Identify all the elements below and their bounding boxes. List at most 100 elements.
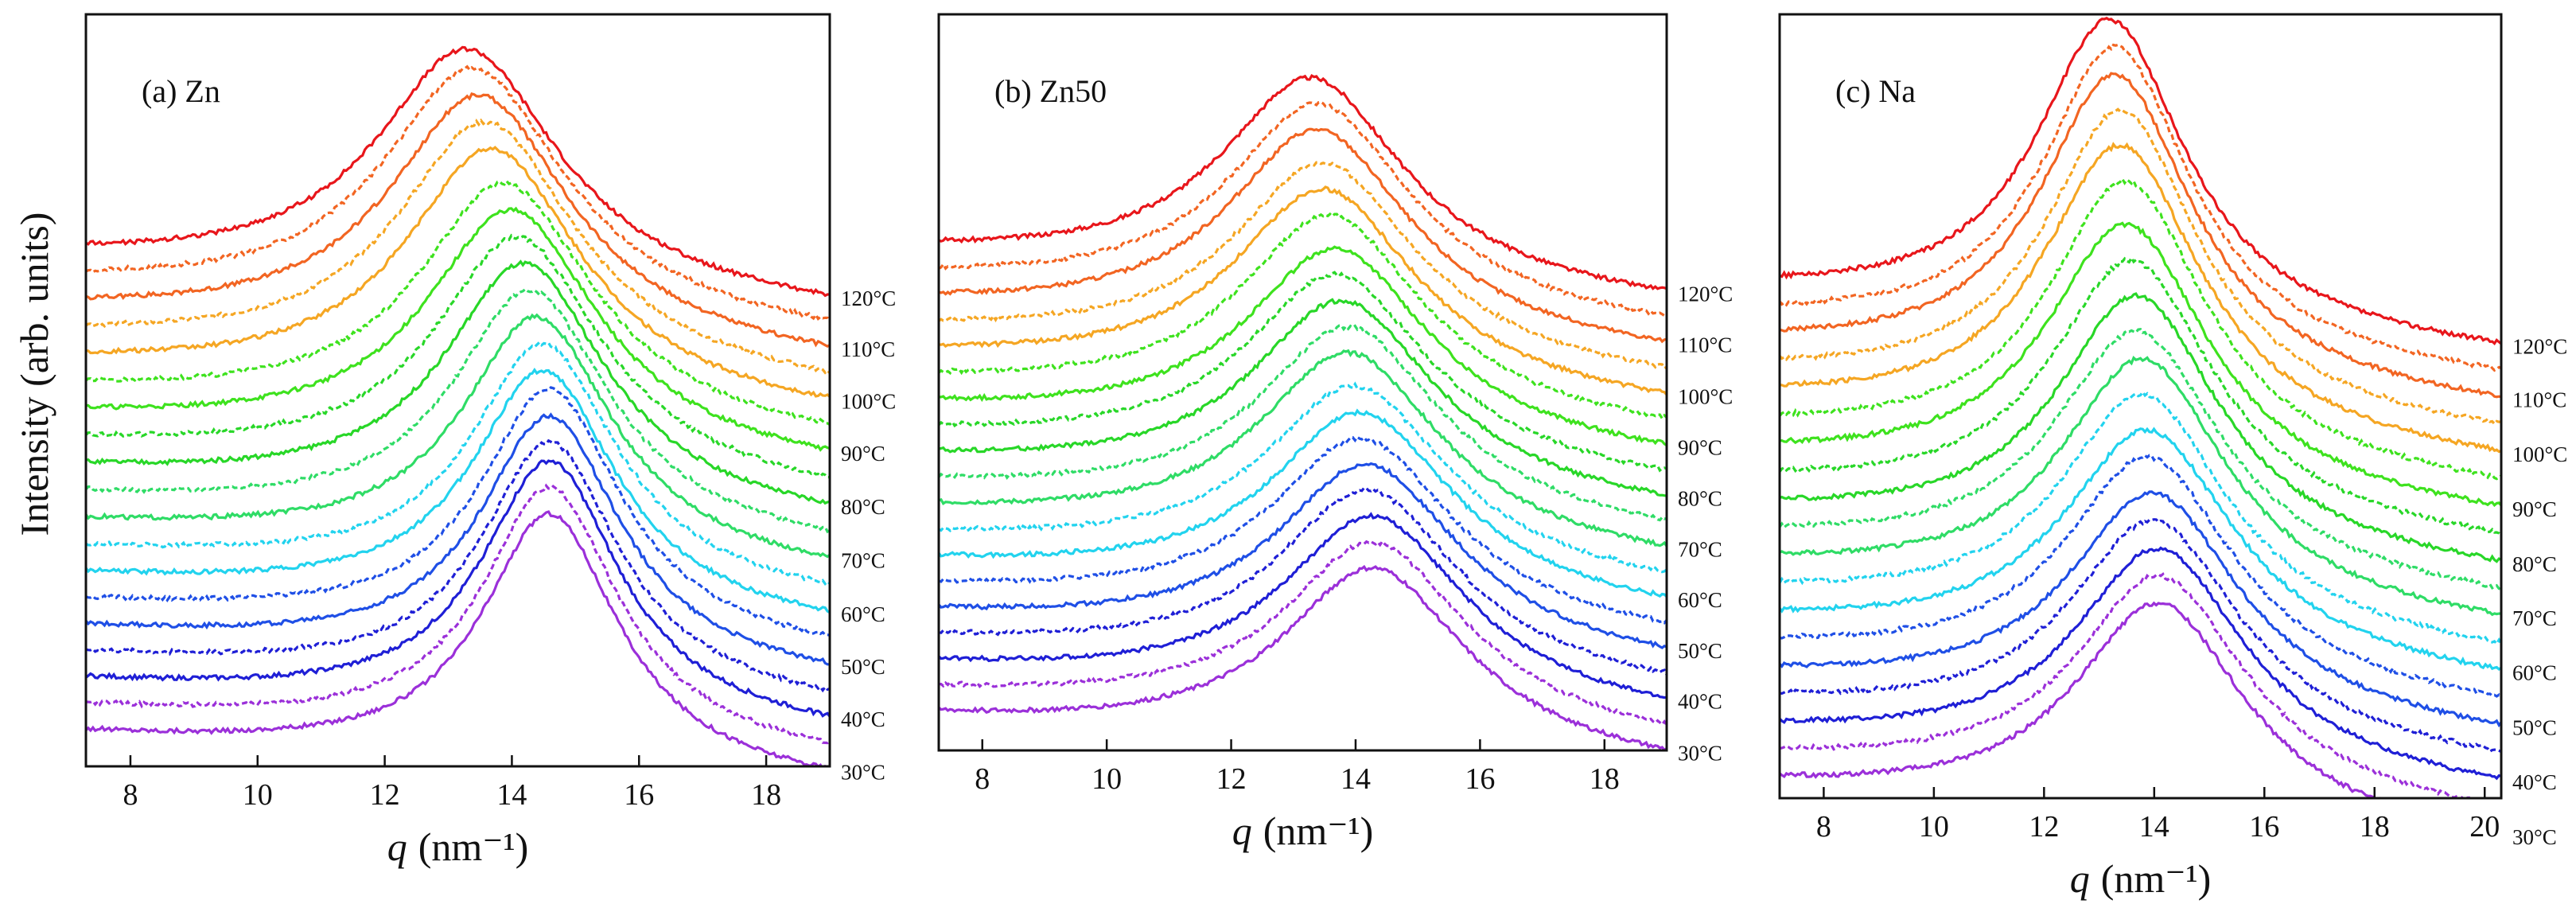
series-115C bbox=[86, 64, 830, 323]
series-55C bbox=[939, 434, 1667, 625]
series-115C bbox=[939, 100, 1667, 318]
panel-title: (a) Zn bbox=[142, 73, 220, 109]
temperature-label: 100°C bbox=[841, 389, 896, 413]
series-120C bbox=[86, 45, 830, 298]
series-105C bbox=[1780, 107, 2501, 427]
x-axis-label: q (nm⁻¹) bbox=[2070, 856, 2212, 901]
series-75C bbox=[1780, 327, 2501, 590]
series-50C bbox=[86, 412, 830, 666]
x-tick-label: 8 bbox=[1816, 810, 1831, 844]
series-45C bbox=[86, 438, 830, 693]
series-30C bbox=[939, 564, 1667, 750]
x-tick-label: 10 bbox=[1919, 810, 1949, 844]
temperature-label: 50°C bbox=[841, 655, 885, 679]
series-80C bbox=[939, 298, 1667, 497]
panel-title: (c) Na bbox=[1835, 73, 1916, 109]
series-85C bbox=[86, 233, 830, 479]
temperature-label: 50°C bbox=[1678, 639, 1722, 663]
curves bbox=[86, 45, 830, 766]
series-30C bbox=[1780, 601, 2381, 798]
series-100C bbox=[1780, 142, 2501, 454]
x-tick-label: 12 bbox=[370, 778, 400, 812]
series-80C bbox=[86, 259, 830, 505]
x-tick-label: 14 bbox=[496, 778, 527, 812]
series-115C bbox=[1780, 43, 2501, 372]
y-axis-label: Intensity (arb. units) bbox=[12, 212, 56, 536]
curves bbox=[1780, 16, 2501, 798]
x-axis-symbol: q bbox=[2070, 856, 2090, 901]
x-tick-label: 12 bbox=[2029, 810, 2059, 844]
temperature-label: 80°C bbox=[1678, 486, 1722, 510]
panel-1: 8 10 12 14 16 18 (a) Zn 120°C 110°C 100°C 90°C 80°C… bbox=[84, 13, 896, 869]
series-70C bbox=[939, 349, 1667, 547]
series-40C bbox=[1780, 546, 2501, 781]
x-axis-symbol: q bbox=[387, 824, 407, 869]
series-85C bbox=[1780, 255, 2501, 536]
series-55C bbox=[1780, 454, 2501, 699]
series-65C bbox=[939, 381, 1667, 574]
temperature-label: 30°C bbox=[841, 761, 885, 785]
x-tick-label: 18 bbox=[1590, 762, 1620, 796]
series-35C bbox=[1780, 572, 2477, 798]
temperature-label: 70°C bbox=[2512, 606, 2557, 630]
x-tick-label: 20 bbox=[2469, 810, 2500, 844]
series-40C bbox=[86, 459, 830, 718]
x-axis-unit: (nm⁻¹) bbox=[2101, 856, 2212, 901]
x-tick-label: 18 bbox=[2360, 810, 2390, 844]
series-90C bbox=[939, 245, 1667, 446]
temperature-label: 100°C bbox=[2512, 442, 2567, 466]
panel-title: (b) Zn50 bbox=[994, 73, 1107, 109]
series-110C bbox=[1780, 72, 2501, 399]
x-axis-unit: (nm⁻¹) bbox=[418, 824, 529, 869]
temperature-label: 90°C bbox=[841, 442, 885, 466]
temperature-label: 60°C bbox=[841, 602, 885, 626]
series-70C bbox=[86, 313, 830, 559]
series-65C bbox=[86, 341, 830, 586]
series-120C bbox=[939, 73, 1667, 290]
temperature-label: 80°C bbox=[2512, 552, 2557, 576]
x-tick-label: 14 bbox=[2139, 810, 2169, 844]
series-75C bbox=[939, 324, 1667, 522]
temperature-label: 30°C bbox=[2512, 825, 2557, 849]
x-axis-unit: (nm⁻¹) bbox=[1263, 809, 1374, 853]
series-35C bbox=[939, 539, 1667, 727]
series-95C bbox=[939, 212, 1667, 421]
series-65C bbox=[1780, 389, 2501, 646]
temperature-label: 40°C bbox=[2512, 770, 2557, 794]
x-tick-label: 16 bbox=[624, 778, 654, 812]
series-85C bbox=[939, 271, 1667, 473]
temperature-label: 120°C bbox=[1678, 282, 1733, 306]
temperature-label: 70°C bbox=[1678, 537, 1722, 561]
panels: 8 10 12 14 16 18 (a) Zn 120°C 110°C 100°C 90°C 80°C… bbox=[84, 13, 2567, 901]
curves bbox=[939, 73, 1667, 750]
x-tick-label: 10 bbox=[1091, 762, 1122, 796]
x-tick-label: 12 bbox=[1216, 762, 1247, 796]
series-110C bbox=[86, 92, 830, 349]
panel-3: 8 10 12 14 16 18 20 (c) Na 120°C 110°C 100°C 90°C 80… bbox=[1778, 13, 2567, 901]
temperature-label: 50°C bbox=[2512, 716, 2557, 740]
series-90C bbox=[86, 206, 830, 452]
x-tick-label: 8 bbox=[123, 778, 138, 812]
plot-frame bbox=[937, 13, 1668, 752]
series-55C bbox=[86, 386, 830, 637]
temperature-label: 120°C bbox=[841, 286, 896, 310]
series-100C bbox=[86, 146, 830, 398]
series-90C bbox=[1780, 221, 2501, 508]
temperature-label: 60°C bbox=[2512, 661, 2557, 685]
x-axis-symbol: q bbox=[1232, 809, 1252, 853]
temperature-label: 40°C bbox=[841, 707, 885, 731]
plot-frame bbox=[1778, 13, 2503, 800]
x-axis-label: q (nm⁻¹) bbox=[387, 824, 529, 869]
series-75C bbox=[86, 287, 830, 534]
temperature-label: 80°C bbox=[841, 495, 885, 519]
x-tick-label: 18 bbox=[751, 778, 781, 812]
series-40C bbox=[939, 512, 1667, 699]
x-axis-label: q (nm⁻¹) bbox=[1232, 809, 1374, 853]
series-95C bbox=[1780, 177, 2501, 481]
temperature-label: 90°C bbox=[1678, 436, 1722, 460]
x-tick-label: 8 bbox=[975, 762, 990, 796]
series-120C bbox=[1780, 16, 2501, 346]
series-70C bbox=[1780, 356, 2501, 617]
temperature-label: 60°C bbox=[1678, 588, 1722, 612]
x-tick-label: 10 bbox=[243, 778, 273, 812]
